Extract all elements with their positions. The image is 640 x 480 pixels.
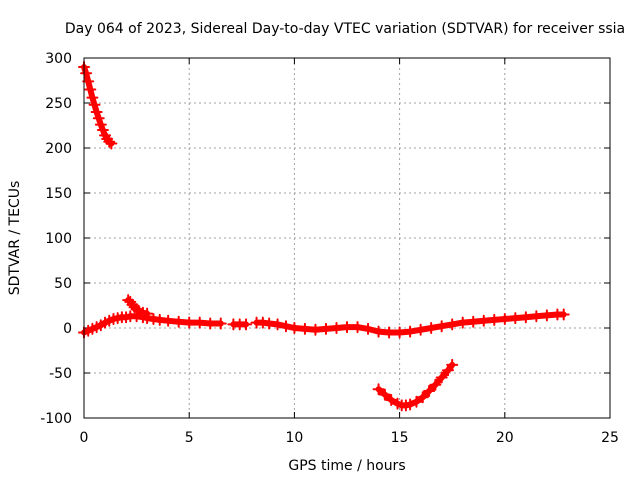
series-4-point-10 [341, 321, 353, 334]
y-axis-label: SDTVAR / TECUs [7, 181, 23, 296]
series-0-point-5 [88, 98, 101, 111]
data-series [78, 61, 570, 412]
series-4-point-25 [498, 313, 511, 325]
series-5-point-13 [446, 358, 459, 371]
y-tick-label-7: 250 [45, 96, 72, 112]
series-4-point-24 [488, 313, 501, 326]
series-4-point-20 [446, 318, 459, 331]
series-0-point-4 [86, 91, 99, 104]
x-tick-label-0: 0 [80, 430, 89, 446]
axis-ticks: 0 5 10 15 20 25 -100 -50 0 50 100 150 200 250 300 [40, 51, 619, 446]
series-4-point-12 [362, 322, 375, 335]
series-2-point-7 [141, 307, 154, 320]
series-4-point-4 [279, 320, 292, 333]
series-4-point-14 [383, 326, 396, 339]
series-0-point-3 [84, 83, 97, 96]
series-4-point-31 [557, 308, 570, 321]
series-0-point-12 [103, 135, 116, 148]
series-4-point-18 [425, 322, 438, 334]
series-5-point-11 [435, 371, 448, 384]
series-1-point-17 [162, 314, 175, 327]
series-5-point-8 [416, 391, 429, 404]
y-tick-label-5: 150 [45, 186, 72, 202]
x-tick-label-2: 10 [285, 430, 303, 446]
series-5-point-2 [385, 394, 398, 406]
y-tick-label-1: -50 [49, 366, 72, 382]
x-tick-label-5: 25 [601, 430, 619, 446]
plot-frame [83, 57, 611, 419]
series-1-point-18 [172, 315, 185, 328]
series-1-point-21 [204, 317, 217, 330]
y-tick-label-4: 100 [45, 231, 72, 247]
series-3-point-2 [240, 318, 253, 331]
series-4-point-27 [519, 311, 532, 324]
series-4-point-26 [509, 312, 522, 325]
x-tick-label-3: 15 [391, 430, 409, 446]
x-tick-label-4: 20 [496, 430, 514, 446]
series-5-point-6 [404, 398, 417, 411]
series-5-point-0 [372, 383, 385, 396]
y-tick-label-6: 200 [45, 141, 72, 157]
series-4-point-16 [404, 325, 417, 338]
series-0-point-9 [96, 124, 109, 136]
series-1-point-20 [193, 316, 206, 329]
series-0-point-8 [94, 118, 107, 131]
series-4-point-13 [372, 325, 385, 338]
y-tick-label-3: 50 [54, 276, 72, 292]
series-0-point-6 [90, 106, 103, 118]
series-4-point-6 [298, 322, 311, 335]
chart-title: Day 064 of 2023, Sidereal Day-to-day VTE… [65, 21, 625, 37]
series-4-point-21 [456, 316, 469, 329]
series-4-point-19 [435, 320, 448, 333]
series-4-point-5 [288, 322, 301, 334]
series-4-point-22 [467, 315, 480, 328]
series-1-point-19 [183, 316, 196, 329]
series-5-point-1 [378, 388, 391, 401]
series-4-point-28 [530, 310, 543, 323]
series-0-point-2 [82, 75, 95, 88]
series-0-point-7 [92, 112, 105, 125]
series-4-point-29 [540, 309, 553, 322]
y-tick-label-2: 0 [63, 321, 72, 337]
series-4-point-7 [309, 323, 322, 336]
y-tick-label-0: -100 [40, 411, 72, 427]
series-2-point-4 [130, 303, 143, 316]
series-4-point-9 [330, 322, 343, 334]
grid [84, 58, 610, 418]
y-tick-label-8: 300 [45, 51, 72, 67]
series-5-point-7 [410, 395, 423, 408]
series-4-point-17 [414, 323, 427, 336]
series-4-point-15 [393, 326, 406, 339]
series-4-point-3 [271, 318, 284, 331]
series-4-point-11 [351, 321, 364, 334]
series-5-point-10 [429, 378, 442, 391]
x-tick-label-1: 5 [185, 430, 194, 446]
series-4-point-23 [477, 314, 490, 327]
series-0-point-1 [80, 67, 93, 80]
series-5-point-9 [423, 385, 436, 397]
series-0-point-13 [105, 137, 118, 150]
series-1-point-22 [214, 317, 227, 330]
x-axis-label: GPS time / hours [288, 458, 405, 474]
series-4-point-8 [319, 322, 332, 335]
